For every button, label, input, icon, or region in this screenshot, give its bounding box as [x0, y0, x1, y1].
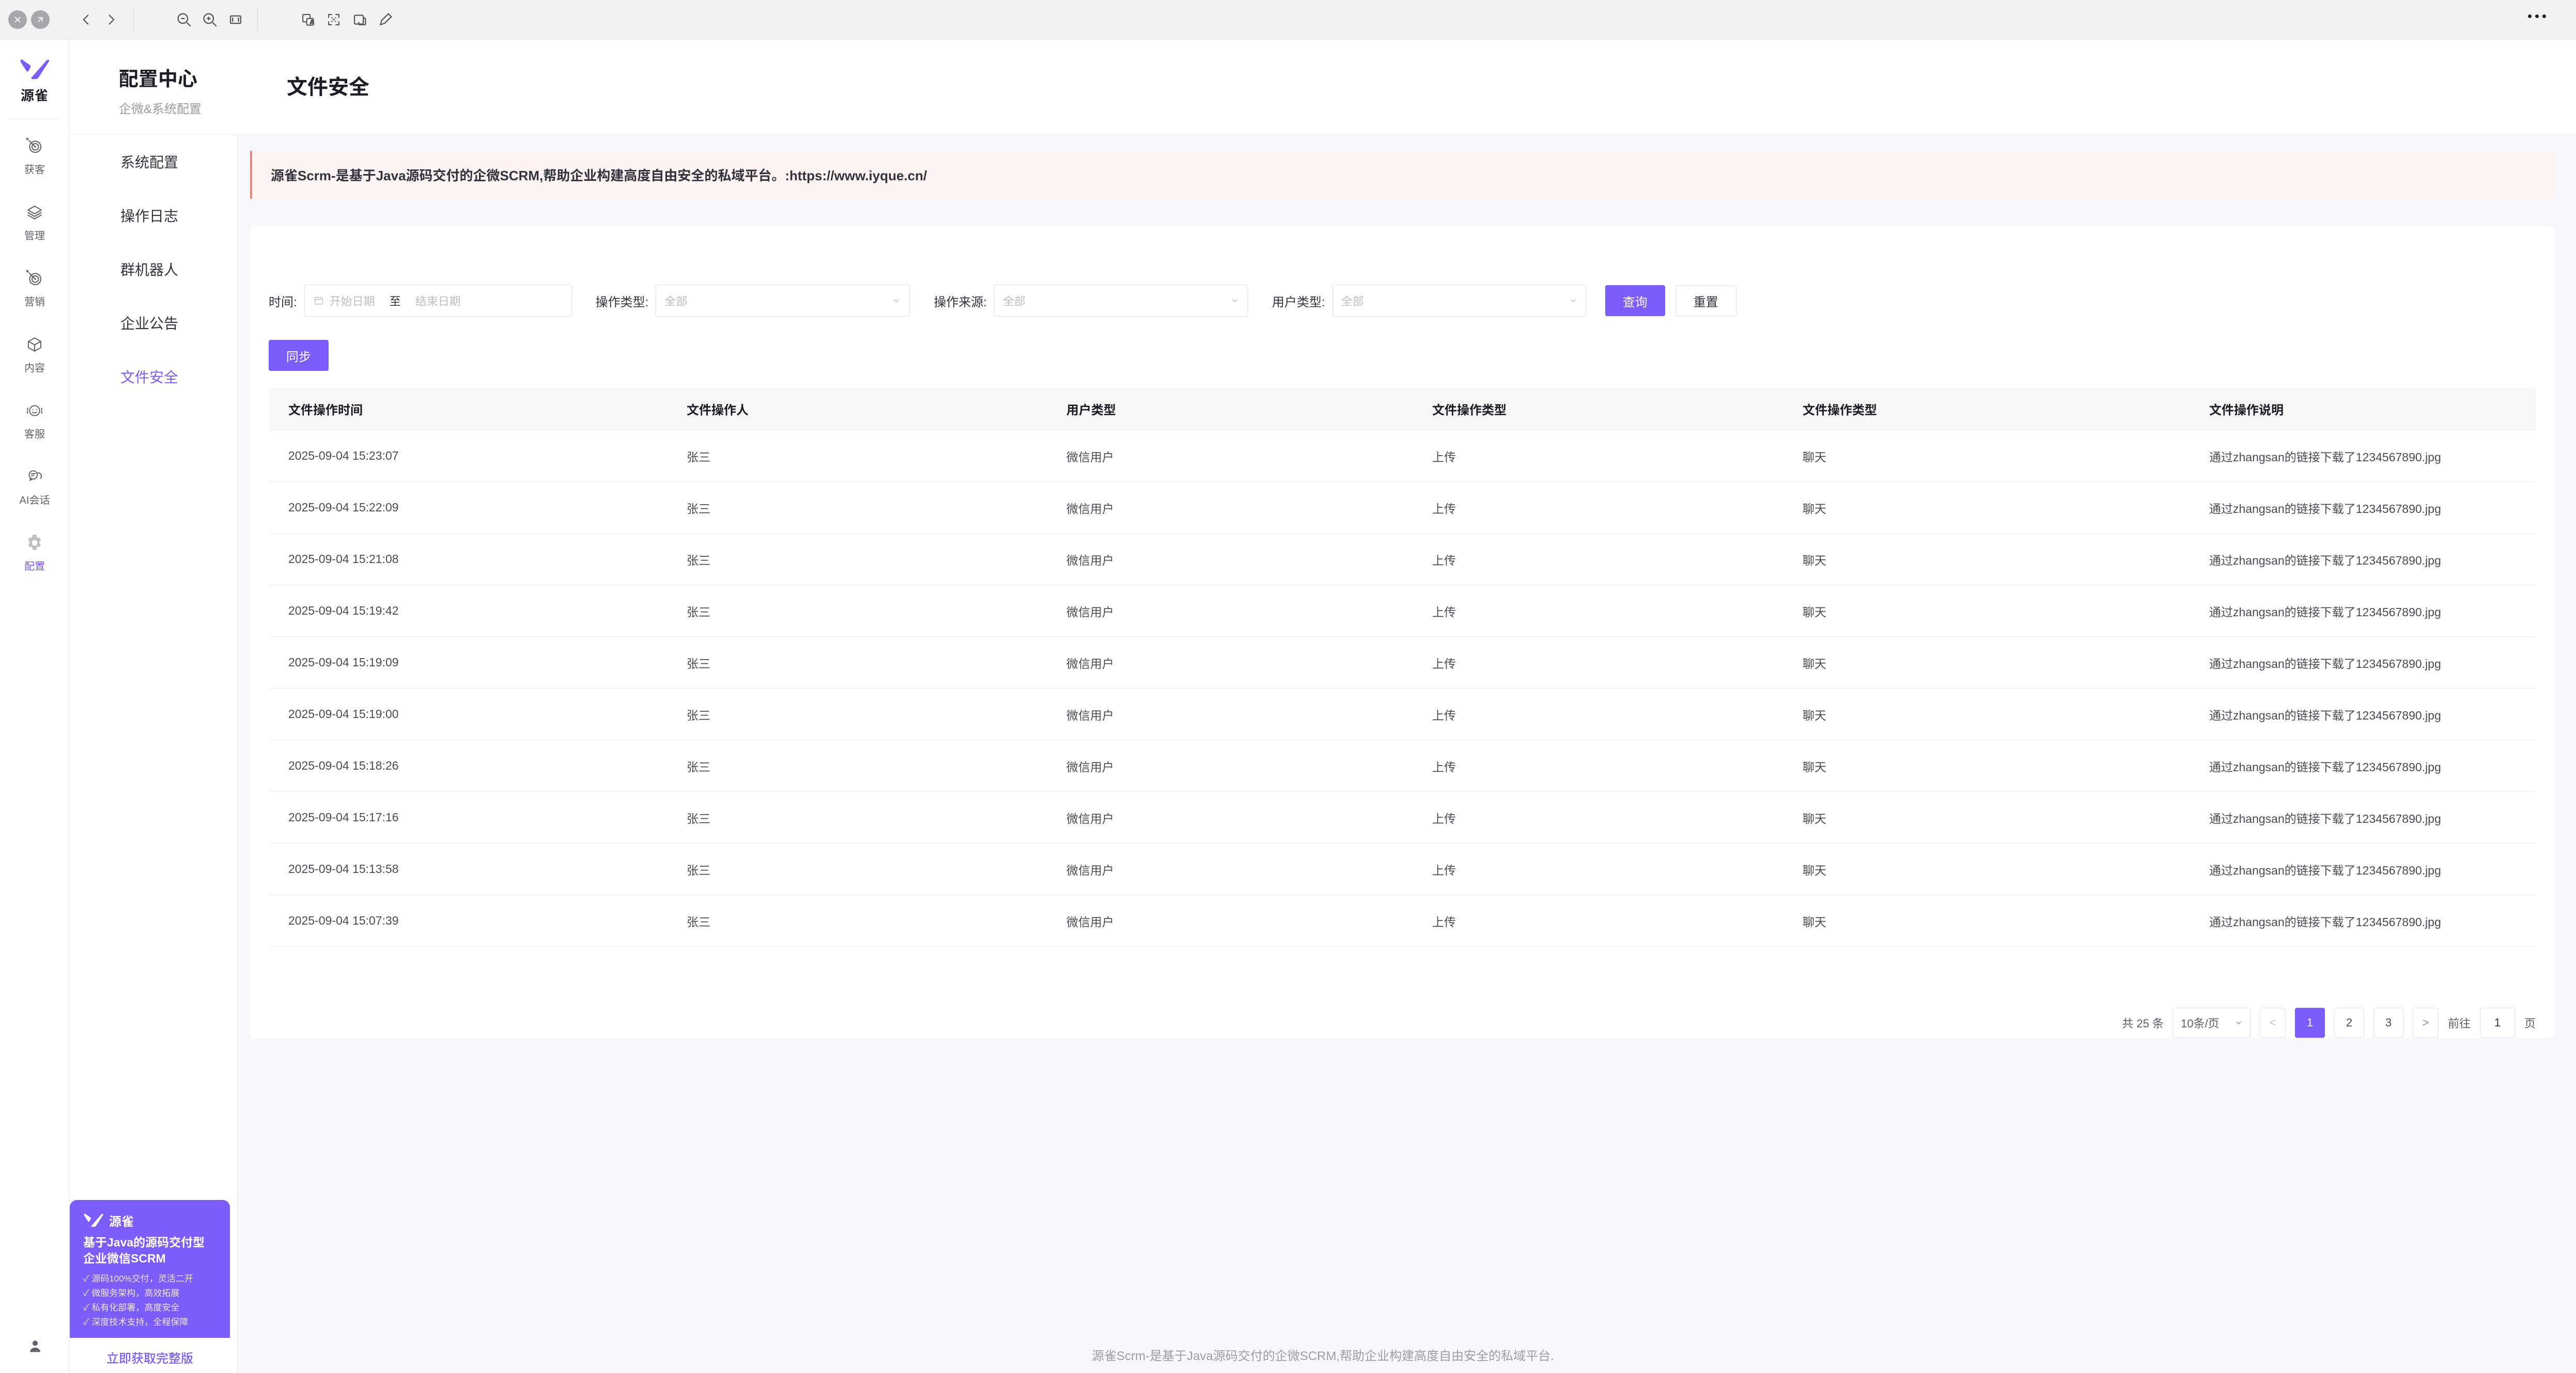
- svg-text:A: A: [310, 20, 314, 25]
